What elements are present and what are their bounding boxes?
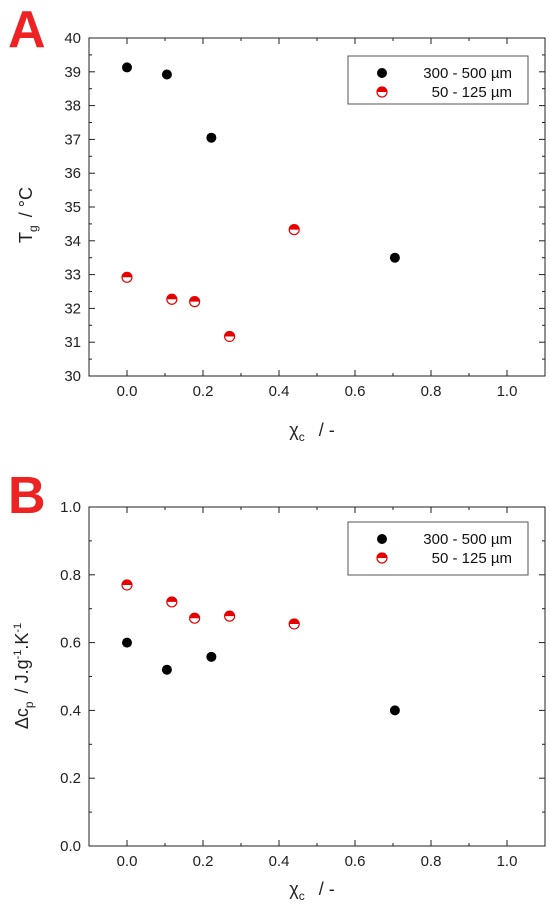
y-axis-title-b: Δcp/ J.g-1.K-1: [12, 623, 36, 729]
y-tick-label: 39: [64, 64, 81, 81]
x-tick-label: 0.0: [117, 383, 138, 400]
chart-panel-a: 0.0 0.2 0.4 0.6 0.8 1.0 30 31 32 33 34 35 36 37 38 39 40…: [16, 30, 546, 444]
data-point: [288, 618, 300, 630]
data-point: [122, 637, 132, 648]
data-point: [224, 330, 236, 343]
y-tick-label: 35: [64, 199, 81, 216]
data-point: [121, 579, 133, 591]
data-point: [224, 610, 236, 622]
y-tick-label: 0.0: [60, 838, 81, 855]
data-point: [206, 132, 217, 143]
legend-label: 300 - 500 µm: [423, 65, 512, 82]
x-tick-label: 0.6: [345, 383, 366, 400]
data-point: [389, 705, 400, 716]
data-point: [206, 651, 217, 662]
chart-panel-b: 0.0 0.2 0.4 0.6 0.8 1.0 0.0 0.2 0.4 0.6 0.8 1.0 300…: [12, 499, 546, 903]
y-tick-label: 0.2: [60, 770, 81, 787]
y-tick-label: 0.6: [60, 635, 81, 652]
y-tick-label: 36: [64, 165, 81, 182]
x-tick-label: 0.8: [421, 383, 442, 400]
y-tick-label: 1.0: [60, 499, 81, 516]
y-tick-label: 38: [64, 98, 81, 115]
legend-marker: [376, 86, 388, 98]
x-tick-label: 0.0: [117, 853, 138, 870]
data-point: [389, 252, 400, 263]
data-point: [189, 612, 201, 624]
x-tick-label: 0.4: [269, 383, 290, 400]
y-tick-label: 30: [64, 368, 81, 385]
data-point: [288, 224, 300, 236]
panel-b-label: B: [8, 467, 46, 525]
ticks-b: 0.0 0.2 0.4 0.6 0.8 1.0 0.0 0.2 0.4 0.6 0.8 1.0: [60, 499, 545, 870]
y-tick-label: 37: [64, 131, 81, 148]
panel-a-label: A: [8, 1, 46, 59]
data-point: [166, 596, 178, 608]
x-tick-label: 0.4: [269, 853, 290, 870]
x-tick-label: 1.0: [497, 383, 518, 400]
legend-a: 300 - 500 µm 50 - 125 µm: [347, 55, 529, 105]
data-point: [161, 69, 172, 80]
data-point: [121, 271, 133, 283]
legend-marker: [377, 68, 387, 78]
data-point: [161, 664, 172, 675]
y-tick-label: 33: [64, 267, 81, 284]
y-tick-label: 32: [64, 300, 81, 317]
y-tick-label: 0.8: [60, 567, 81, 584]
x-axis-title-a: χc / -: [289, 420, 334, 444]
y-tick-label: 40: [64, 30, 81, 47]
data-points-b: [121, 579, 400, 716]
legend-box: [347, 55, 529, 105]
data-point: [189, 296, 201, 308]
y-tick-label: 31: [64, 334, 81, 351]
y-axis-title-a: Tg/ °C: [16, 187, 40, 243]
data-point: [166, 293, 178, 305]
legend-label: 50 - 125 µm: [432, 84, 512, 101]
legend-b: 300 - 500 µm 50 - 125 µm: [347, 521, 529, 576]
legend-marker: [376, 552, 388, 564]
legend-box: [347, 521, 529, 576]
x-axis-title-b: χc / -: [289, 879, 334, 903]
x-tick-label: 0.8: [421, 853, 442, 870]
legend-label: 300 - 500 µm: [423, 531, 512, 548]
legend-label: 50 - 125 µm: [432, 550, 512, 567]
data-points-a: [121, 62, 400, 343]
data-point: [122, 62, 132, 73]
y-tick-label: 0.4: [60, 702, 81, 719]
x-tick-label: 1.0: [497, 853, 518, 870]
y-tick-label: 34: [64, 233, 81, 250]
x-tick-label: 0.2: [193, 853, 214, 870]
x-tick-label: 0.6: [345, 853, 366, 870]
ticks-a: 0.0 0.2 0.4 0.6 0.8 1.0 30 31 32 33 34 35 36 37 38 39 40: [64, 30, 545, 400]
legend-marker: [377, 534, 387, 544]
x-tick-label: 0.2: [193, 383, 214, 400]
